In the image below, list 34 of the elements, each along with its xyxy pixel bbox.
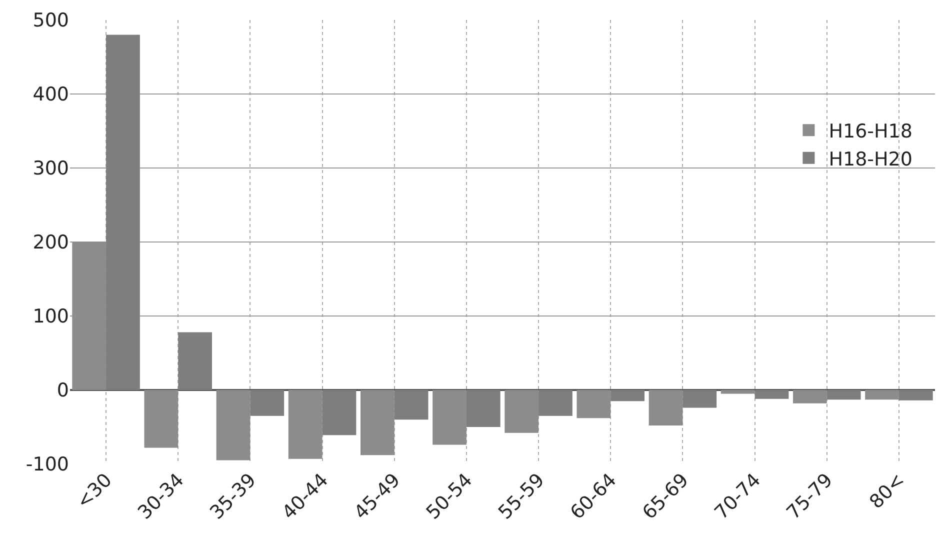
y-tick-label: 200 xyxy=(32,232,69,254)
y-tick-label: 300 xyxy=(32,158,69,180)
bar xyxy=(682,390,717,408)
y-tick-label: -100 xyxy=(26,454,69,476)
bar xyxy=(898,390,933,400)
bar xyxy=(504,390,539,433)
bar xyxy=(466,390,500,427)
bar xyxy=(360,390,394,456)
y-tick-label: 500 xyxy=(32,10,69,32)
bar xyxy=(865,390,899,400)
y-tick-label: 100 xyxy=(32,306,69,328)
bar xyxy=(394,390,428,420)
bar xyxy=(610,390,644,402)
bar xyxy=(144,390,178,448)
bar xyxy=(754,390,789,399)
bar xyxy=(322,390,356,436)
bar xyxy=(288,390,322,459)
y-tick-label: 400 xyxy=(32,84,69,106)
bar xyxy=(106,34,140,390)
x-tick-label: <30 xyxy=(72,469,116,514)
bar xyxy=(720,390,755,394)
bar xyxy=(250,390,284,416)
bar xyxy=(576,390,611,418)
bar xyxy=(793,390,827,404)
legend-label: H18-H20 xyxy=(828,148,912,170)
bar xyxy=(72,242,106,390)
bar xyxy=(538,390,572,416)
bar xyxy=(178,332,212,390)
legend-label: H16-H18 xyxy=(828,120,912,143)
y-tick-label: 0 xyxy=(56,380,69,402)
bar xyxy=(648,390,683,426)
bar xyxy=(432,390,466,445)
bar xyxy=(826,390,861,400)
bar xyxy=(216,390,250,460)
